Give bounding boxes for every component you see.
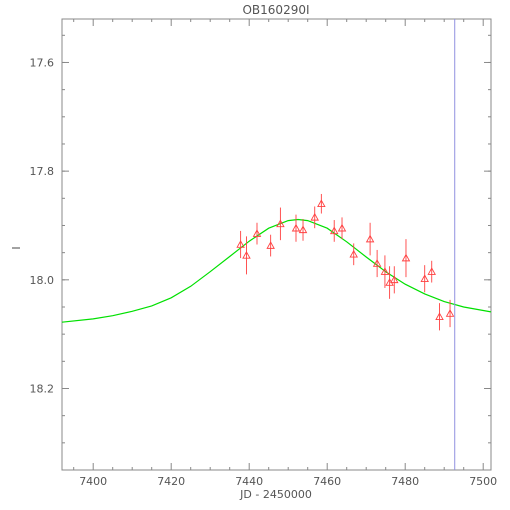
model-curve-layer [61,218,492,323]
triangle-marker [420,274,429,282]
y-tick-label: 18.2 [30,382,55,395]
data-point [380,255,390,288]
data-point [252,222,262,245]
data-point [372,249,382,278]
triangle-marker [372,259,382,267]
triangle-marker [380,267,390,275]
data-point [337,217,347,240]
y-tick-label: 18.0 [30,274,55,287]
x-tick-label: 7480 [391,475,419,488]
triangle-marker [349,249,358,258]
triangle-marker [317,199,326,207]
triangle-marker [365,234,375,243]
triangle-marker [298,225,308,234]
triangle-marker [310,212,319,221]
x-tick-label: 7460 [313,475,341,488]
triangle-marker [276,219,285,228]
data-point [349,243,358,266]
model-curve [61,218,492,323]
data-point [236,230,245,259]
plot-frame [61,18,492,471]
data-point [291,214,301,242]
x-tick-label: 7420 [157,475,185,488]
y-tick-label: 17.8 [30,165,55,178]
chart-title: OB160290I [242,3,309,17]
data-point [427,260,436,283]
data-point [242,236,251,275]
x-axis-label: JD - 2450000 [239,488,312,501]
data-point [298,218,308,241]
data-point [435,303,444,331]
triangle-marker [445,309,455,317]
x-tick-label: 7500 [469,475,497,488]
triangle-marker [236,240,245,248]
triangle-marker [329,226,339,235]
data-points-layer [236,193,455,331]
x-tick-label: 7400 [79,475,107,488]
data-point [365,222,375,256]
data-point [420,265,429,293]
triangle-marker [252,229,262,237]
triangle-marker [242,250,251,259]
data-point [317,193,326,214]
data-point [266,234,275,257]
triangle-marker [435,312,444,321]
triangle-marker [291,223,301,232]
triangle-marker [266,241,275,249]
data-point [390,266,399,294]
y-axis-label: I [10,246,23,249]
x-axis-ticks: 7400 7420 7440 7460 7480 7500 [73,19,497,488]
data-point [276,207,285,241]
y-axis-ticks: 17.6 17.8 18.0 18.2 [30,34,491,471]
y-tick-label: 17.6 [30,56,55,69]
triangle-marker [401,253,411,262]
data-point [401,239,411,278]
triangle-marker [427,267,436,275]
triangle-marker [390,275,399,284]
data-point [329,220,339,242]
x-tick-label: 7440 [235,475,263,488]
data-point [445,299,455,328]
triangle-marker [337,223,347,232]
data-point [310,206,319,229]
